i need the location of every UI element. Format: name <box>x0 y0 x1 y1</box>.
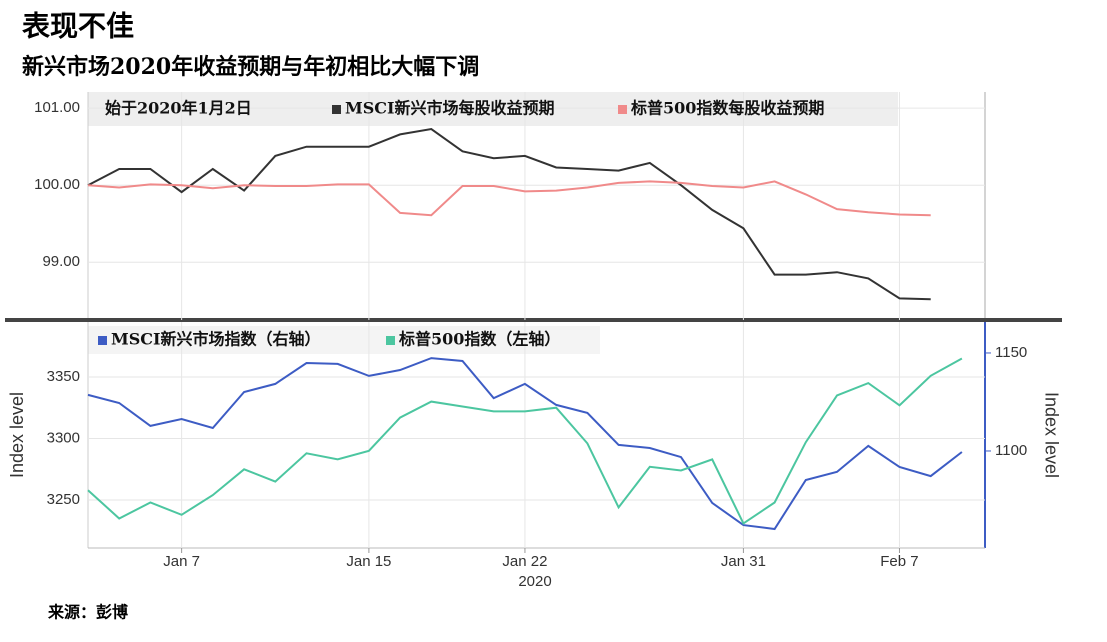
legend-label: 标普500指数（左轴） <box>398 330 560 349</box>
x-tick-label: Jan 15 <box>346 553 391 570</box>
legend-swatch <box>98 336 107 345</box>
y-tick-label: 99.00 <box>42 253 80 270</box>
series-line <box>87 180 931 217</box>
x-tick-label: Jan 7 <box>163 553 200 570</box>
legend-box <box>88 92 898 126</box>
subtitle: 新兴市场2020年收益预期与年初相比大幅下调 <box>22 54 479 80</box>
series-line <box>87 357 963 525</box>
series-line <box>87 357 963 531</box>
legend-label: MSCI新兴市场每股收益预期 <box>345 99 555 118</box>
y2-tick-label: 1100 <box>995 442 1027 459</box>
y-tick-label: 3250 <box>47 491 80 508</box>
legend-label: MSCI新兴市场指数（右轴） <box>111 330 321 349</box>
legend-label: 标普500指数每股收益预期 <box>630 99 824 118</box>
x-tick-label: Feb 7 <box>880 553 918 570</box>
y-tick-label: 3350 <box>47 368 80 385</box>
x-axis-label: 2020 <box>518 573 551 590</box>
legend-note: 始于2020年1月2日 <box>105 99 252 118</box>
y2-tick-label: 1150 <box>995 344 1027 361</box>
legend-swatch <box>386 336 395 345</box>
source: 来源：彭博 <box>47 603 128 622</box>
y-tick-label: 101.00 <box>34 99 80 116</box>
y2-axis-label: Index level <box>1041 392 1061 478</box>
series-line <box>87 127 931 301</box>
x-tick-label: Jan 22 <box>502 553 547 570</box>
legend-swatch <box>332 105 341 114</box>
legend-box <box>88 326 600 354</box>
y-tick-label: 3300 <box>47 429 80 446</box>
legend-swatch <box>618 105 627 114</box>
y-axis-label: Index level <box>7 392 27 478</box>
title: 表现不佳 <box>22 10 134 43</box>
x-tick-label: Jan 31 <box>721 553 766 570</box>
y-tick-label: 100.00 <box>34 176 80 193</box>
